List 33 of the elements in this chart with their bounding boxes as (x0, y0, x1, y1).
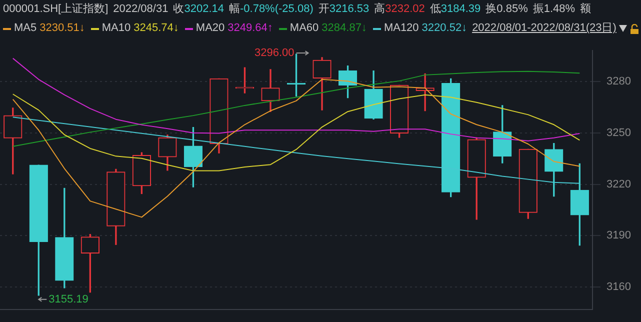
text: 开 (318, 2, 330, 17)
text: -0.78%(-25.08) (240, 2, 314, 17)
text: 额 (580, 2, 592, 17)
text: 高 (374, 2, 386, 17)
text: 2022/08/01-2022/08/31(23日) (472, 21, 616, 36)
text: 000001.SH[上证指数] (3, 2, 108, 17)
text: 3249.64↑ (228, 21, 273, 36)
text: 3245.74↓ (134, 21, 179, 36)
text: 2022/08/31 (113, 2, 168, 17)
text: 幅 (228, 2, 240, 17)
text: 振1.48% (532, 2, 576, 17)
text: 3284.87↓ (322, 21, 367, 36)
text: 3216.53 (329, 2, 370, 17)
legend-label: MA60 (290, 21, 319, 36)
y-tick-label: 3190 (606, 230, 632, 242)
text: 收 (173, 2, 184, 17)
legend-label: MA120 (384, 21, 419, 36)
y-tick-label: 3280 (606, 75, 632, 88)
text: 3202.14 (184, 2, 224, 17)
legend-label: MA20 (196, 21, 225, 36)
text: 低 (430, 2, 441, 17)
text: 3220.52↓ (422, 21, 468, 36)
text: 换0.85% (486, 2, 528, 17)
y-tick-label: 3160 (606, 281, 632, 294)
annotation: 3155.19 (48, 293, 88, 306)
legend-label: MA5 (14, 21, 37, 36)
annotation: 3296.00 (254, 47, 294, 60)
y-tick-label: 3250 (606, 126, 632, 139)
text: 3230.51↓ (40, 21, 85, 36)
text: 3232.02 (385, 2, 425, 17)
text: 3184.39 (440, 2, 481, 17)
y-tick-label: 3220 (606, 178, 632, 190)
legend-label: MA10 (102, 21, 131, 36)
